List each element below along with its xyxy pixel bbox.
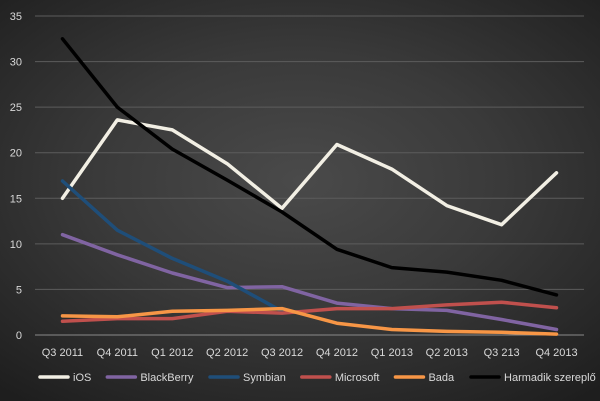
series-lines: [60, 37, 559, 336]
legend-entry: Microsoft: [300, 372, 380, 384]
y-tick-label: 10: [10, 239, 22, 251]
x-tick-label: Q4 2011: [97, 347, 138, 359]
series-line-blackberry: [60, 232, 559, 332]
axes: 0 5 10 15 20 25 30 35 Q3 2011 Q4 2011 Q1 2012 Q2 20…: [10, 11, 584, 359]
y-tick-label: 5: [16, 284, 22, 296]
legend-entry: Harmadik szereplő: [469, 372, 596, 384]
gridlines: [35, 15, 584, 336]
series-line-bada: [60, 306, 559, 336]
legend-label: Bada: [428, 372, 455, 384]
x-tick-label: Q3 213: [484, 347, 520, 359]
legend-entry: iOS: [38, 372, 91, 384]
series-line-microsoft: [60, 300, 559, 324]
legend-label: iOS: [73, 372, 91, 384]
y-tick-label: 35: [10, 11, 22, 23]
legend-label: Harmadik szereplő: [504, 372, 596, 384]
y-tick-label: 15: [10, 193, 22, 205]
x-tick-label: Q4 2012: [316, 347, 358, 359]
series-line-harmadik-szerepl-: [60, 37, 559, 297]
y-tick-label: 30: [10, 57, 22, 69]
legend-label: BlackBerry: [140, 372, 194, 384]
x-tick-label: Q3 2011: [42, 347, 83, 359]
x-tick-label: Q2 2012: [206, 347, 248, 359]
x-tick-label: Q2 2013: [426, 347, 468, 359]
y-tick-label: 0: [16, 330, 22, 342]
series-line-ios: [60, 118, 559, 227]
series-line-symbian: [60, 179, 284, 314]
legend-label: Symbian: [243, 372, 286, 384]
legend-entry: Symbian: [208, 372, 286, 384]
x-tick-label: Q1 2012: [151, 347, 193, 359]
legend-entry: BlackBerry: [105, 372, 194, 384]
legend-entry: Bada: [393, 372, 455, 384]
x-tick-label: Q4 2013: [535, 347, 577, 359]
x-tick-label: Q1 2013: [371, 347, 413, 359]
x-tick-label: Q3 2012: [261, 347, 303, 359]
legend: iOS BlackBerry Symbian Microsoft Bada Harmadi…: [38, 372, 596, 384]
y-tick-label: 20: [10, 148, 22, 160]
legend-label: Microsoft: [335, 372, 380, 384]
y-tick-label: 25: [10, 102, 22, 114]
